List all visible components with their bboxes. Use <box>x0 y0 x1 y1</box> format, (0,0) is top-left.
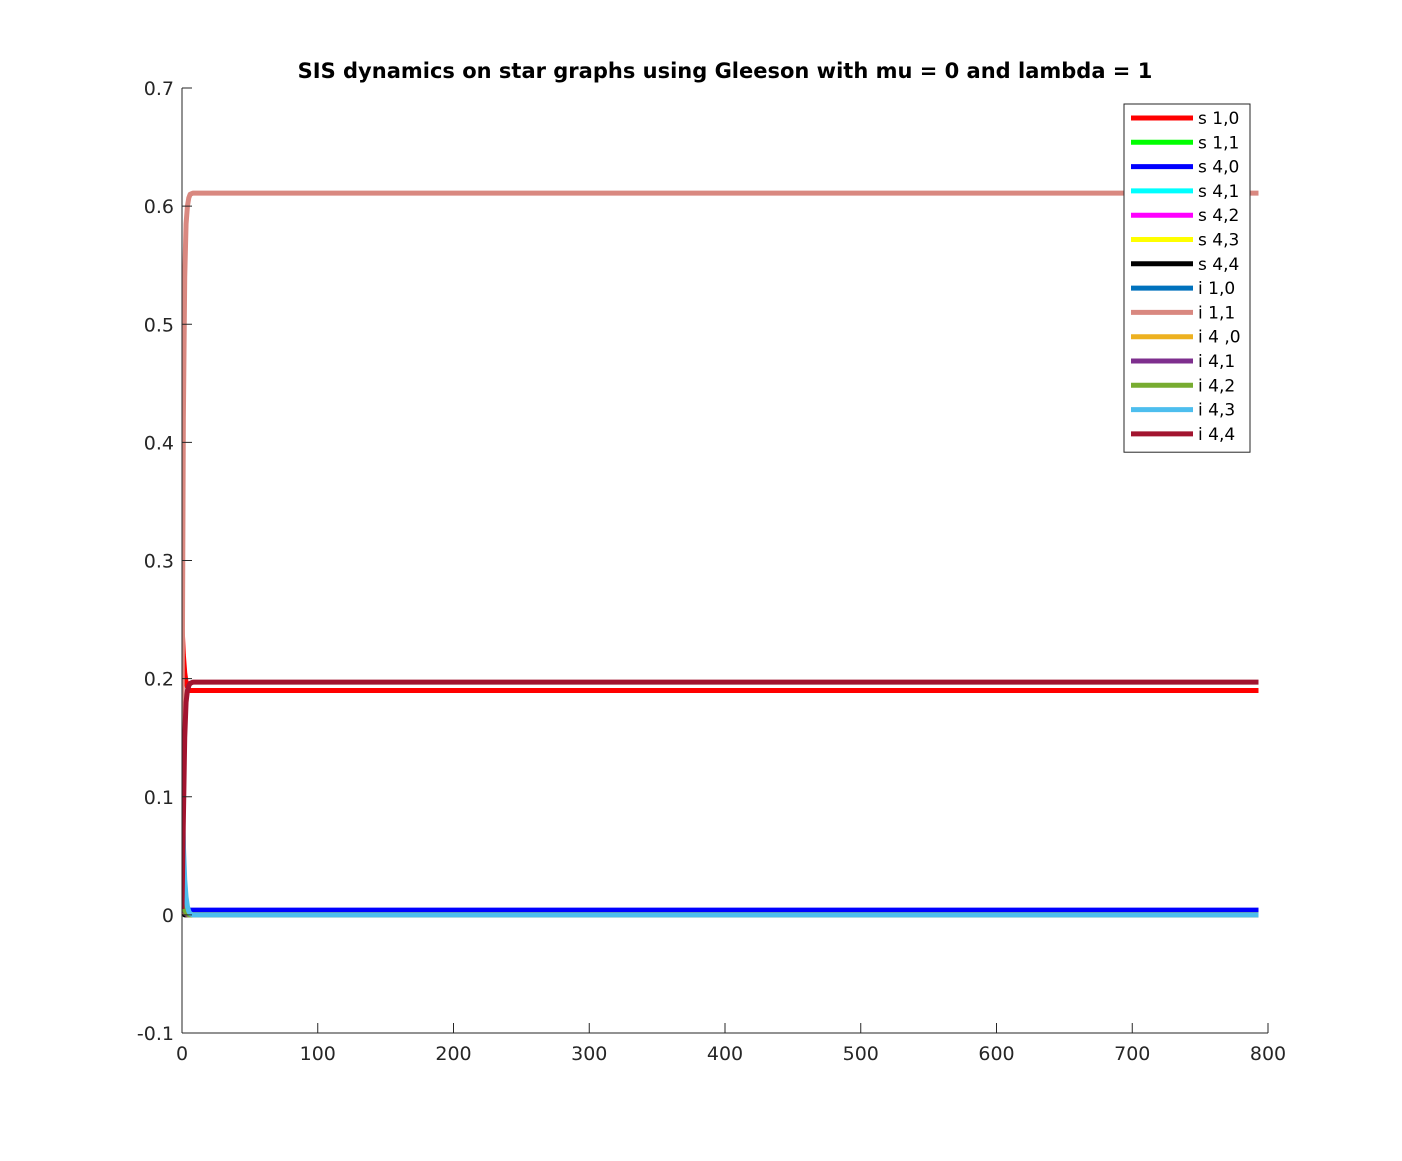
y-tick-label: 0.7 <box>144 78 174 100</box>
series-line-9 <box>182 190 1259 744</box>
series-line-3 <box>182 906 1259 913</box>
legend-label: s 4,1 <box>1198 182 1239 202</box>
y-tick-label: 0.4 <box>144 432 174 454</box>
series-line-1 <box>182 625 1259 693</box>
legend-label: i 4 ,0 <box>1198 328 1241 348</box>
legend-label: s 4,3 <box>1198 231 1239 251</box>
x-tick-label: 200 <box>435 1043 471 1065</box>
chart-title: SIS dynamics on star graphs using Gleeso… <box>298 59 1153 83</box>
legend-label: s 1,1 <box>1198 133 1239 153</box>
legend-label: i 4,3 <box>1198 401 1235 421</box>
x-tick-label: 600 <box>978 1043 1014 1065</box>
series-line-14 <box>182 679 1259 910</box>
legend: s 1,0 s 1,1 s 4,0 s 4,1 s 4,2 s 4,3 s 4,4 i 1,0… <box>1123 103 1251 453</box>
x-tick-label: 500 <box>843 1043 879 1065</box>
plot-area <box>182 190 1259 918</box>
legend-label: s 4,4 <box>1198 255 1239 275</box>
y-tick-label: 0 <box>162 905 174 927</box>
y-tick-label: 0.5 <box>144 314 174 336</box>
legend-label: i 1,1 <box>1198 303 1235 323</box>
legend-box <box>1123 103 1251 453</box>
legend-label: s 4,0 <box>1198 158 1239 178</box>
axes: 0 100 200 300 400 500 600 700 800-0.100.10.20.30… <box>137 78 1286 1065</box>
series-lines <box>182 190 1259 918</box>
x-tick-label: 100 <box>300 1043 336 1065</box>
legend-label: s 4,2 <box>1198 206 1239 226</box>
legend-label: s 1,0 <box>1198 109 1239 129</box>
y-tick-label: 0.3 <box>144 551 174 573</box>
legend-label: i 1,0 <box>1198 279 1235 299</box>
x-tick-label: 800 <box>1250 1043 1286 1065</box>
series-line-13 <box>182 796 1259 918</box>
x-tick-label: 400 <box>707 1043 743 1065</box>
y-tick-label: 0.1 <box>144 787 174 809</box>
legend-label: i 4,2 <box>1198 376 1235 396</box>
y-tick-label: -0.1 <box>137 1023 174 1045</box>
x-tick-label: 300 <box>571 1043 607 1065</box>
x-tick-label: 700 <box>1114 1043 1150 1065</box>
y-tick-label: 0.2 <box>144 669 174 691</box>
x-tick-label: 0 <box>176 1043 188 1065</box>
y-tick-label: 0.6 <box>144 196 174 218</box>
legend-label: i 4,1 <box>1198 352 1235 372</box>
legend-label: i 4,4 <box>1198 425 1235 445</box>
